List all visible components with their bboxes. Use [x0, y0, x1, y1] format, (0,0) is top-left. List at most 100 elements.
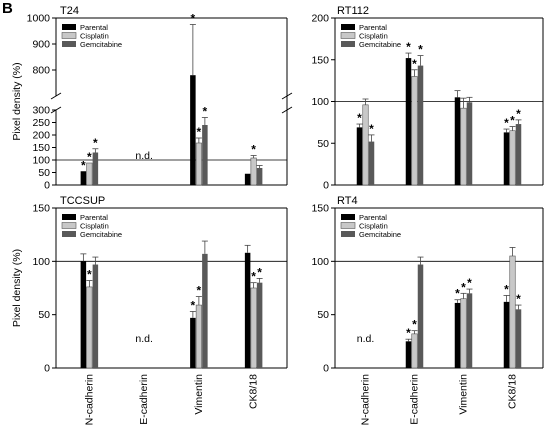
- significance-star: *: [87, 150, 92, 164]
- axis-break-mark: [50, 92, 62, 100]
- bar: [202, 253, 208, 368]
- significance-star: *: [455, 287, 460, 301]
- y-tick-label: 800: [32, 65, 50, 77]
- y-tick-label: 50: [38, 167, 50, 179]
- significance-star: *: [504, 282, 509, 296]
- bar: [405, 341, 412, 368]
- significance-star: *: [369, 122, 374, 136]
- y-tick-label: 50: [38, 309, 50, 321]
- x-tick-label: E-cadherin: [138, 374, 150, 425]
- bar: [368, 141, 375, 185]
- y-tick-label: 150: [311, 54, 329, 66]
- bar: [92, 264, 99, 368]
- y-tick-label: 150: [32, 203, 50, 215]
- y-axis-label: Pixel density (%): [11, 249, 23, 327]
- bar: [362, 104, 369, 186]
- y-tick-label: 0: [323, 180, 329, 192]
- significance-star: *: [467, 276, 472, 290]
- bar: [454, 97, 461, 185]
- y-tick-label: 150: [311, 203, 329, 215]
- bar: [417, 264, 424, 368]
- legend-label: Parental: [80, 213, 108, 222]
- y-tick-label: 0: [44, 180, 50, 192]
- y-tick-label: 1000: [27, 13, 51, 25]
- significance-star: *: [412, 318, 417, 332]
- legend-swatch: [341, 41, 355, 47]
- bar: [92, 152, 99, 185]
- x-tick-label: Vimentin: [193, 374, 205, 415]
- bar: [195, 142, 202, 186]
- x-tick-label: E-cadherin: [409, 374, 421, 425]
- y-tick-label: 200: [311, 13, 329, 25]
- y-tick-label: 0: [323, 363, 329, 375]
- axis-break-mark: [281, 106, 293, 114]
- bar: [460, 298, 467, 369]
- significance-star: *: [191, 298, 196, 312]
- legend-swatch: [62, 24, 76, 30]
- legend-label: Cisplatin: [359, 32, 388, 41]
- legend-swatch: [341, 24, 355, 30]
- legend-swatch: [62, 41, 76, 47]
- x-tick-label: Vimentin: [458, 374, 470, 415]
- legend-label: Parental: [80, 23, 108, 32]
- legend-swatch: [341, 214, 355, 220]
- y-tick-label: 200: [32, 130, 50, 142]
- panel-letter: B: [2, 0, 13, 17]
- legend-label: Gemcitabine: [80, 230, 122, 239]
- legend-label: Gemcitabine: [359, 230, 401, 239]
- bar: [250, 287, 257, 369]
- significance-star: *: [406, 40, 411, 54]
- legend-swatch: [62, 231, 76, 237]
- significance-star: *: [87, 268, 92, 282]
- significance-star: *: [418, 43, 423, 57]
- annotation-nd: n.d.: [135, 150, 153, 162]
- significance-star: *: [510, 114, 515, 128]
- y-tick-label: 0: [44, 363, 50, 375]
- bar: [244, 252, 251, 368]
- panel-title: T24: [60, 5, 79, 17]
- significance-star: *: [504, 116, 509, 130]
- bar: [509, 255, 516, 369]
- legend-label: Parental: [359, 23, 387, 32]
- y-tick-label: 150: [32, 142, 50, 154]
- bar: [515, 124, 522, 185]
- significance-star: *: [93, 136, 98, 150]
- bar: [417, 65, 424, 185]
- annotation-nd: n.d.: [357, 333, 375, 345]
- significance-star: *: [406, 326, 411, 340]
- bar: [515, 309, 522, 368]
- axis-break-mark: [281, 92, 293, 100]
- significance-star: *: [203, 105, 208, 119]
- bar: [460, 107, 467, 186]
- legend-swatch: [341, 231, 355, 237]
- bar: [503, 301, 510, 368]
- legend-swatch: [340, 222, 356, 229]
- panel-title: RT4: [337, 195, 358, 207]
- bar: [509, 130, 516, 186]
- significance-star: *: [257, 265, 262, 279]
- y-tick-label: 50: [317, 138, 329, 150]
- y-tick-label: 250: [32, 117, 50, 129]
- bar: [86, 162, 93, 186]
- significance-star: *: [357, 111, 362, 125]
- y-tick-label: 900: [32, 39, 50, 51]
- bar: [86, 286, 93, 369]
- legend-swatch: [62, 214, 76, 220]
- legend-swatch: [340, 32, 356, 39]
- significance-star: *: [251, 143, 256, 157]
- bar: [80, 261, 87, 368]
- y-tick-label: 100: [32, 256, 50, 268]
- legend-swatch: [61, 222, 77, 229]
- legend-label: Parental: [359, 213, 387, 222]
- y-tick-label: 300: [32, 105, 50, 117]
- bar: [195, 304, 202, 369]
- annotation-nd: n.d.: [135, 333, 153, 345]
- y-tick-label: 50: [317, 309, 329, 321]
- legend-label: Cisplatin: [359, 222, 388, 231]
- significance-star: *: [191, 12, 196, 26]
- y-tick-label: 100: [311, 256, 329, 268]
- panel-title: RT112: [337, 5, 369, 17]
- x-tick-label: N-cadherin: [360, 374, 372, 426]
